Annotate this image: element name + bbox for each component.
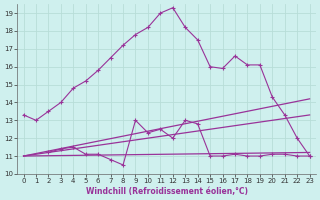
X-axis label: Windchill (Refroidissement éolien,°C): Windchill (Refroidissement éolien,°C): [85, 187, 248, 196]
